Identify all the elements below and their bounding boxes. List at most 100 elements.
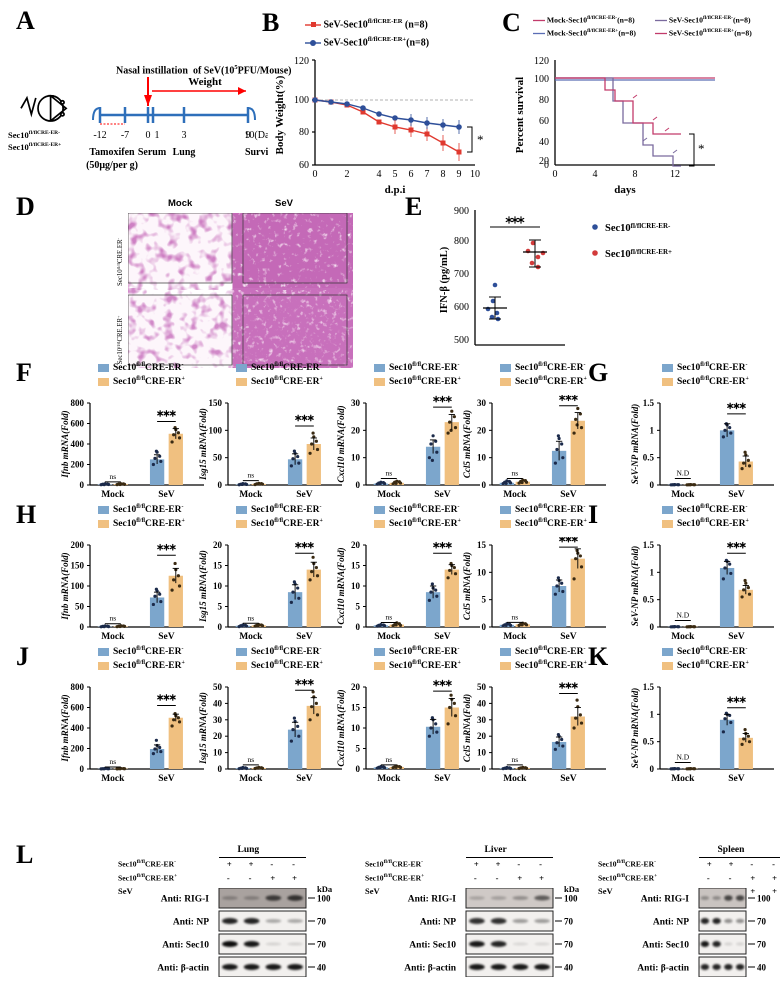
svg-text:400: 400 (71, 439, 85, 449)
svg-text:0: 0 (482, 764, 487, 774)
svg-text:SeV: SeV (560, 490, 577, 500)
svg-text:150: 150 (209, 398, 223, 408)
svg-text:0: 0 (650, 480, 655, 490)
svg-text:10: 10 (213, 581, 223, 591)
svg-text:Anti: NP: Anti: NP (173, 918, 209, 928)
svg-text:*: * (698, 141, 705, 156)
svg-text:20: 20 (213, 731, 223, 741)
svg-text:Anti: NP: Anti: NP (420, 918, 456, 928)
svg-text:Percent survival: Percent survival (515, 77, 526, 153)
svg-text:N.D: N.D (676, 752, 689, 761)
svg-text:Mock: Mock (503, 632, 527, 642)
svg-text:ns: ns (247, 613, 254, 622)
svg-text:6: 6 (409, 169, 414, 180)
svg-text:20: 20 (477, 731, 487, 741)
svg-text:SeV: SeV (296, 490, 313, 500)
svg-text:ns: ns (247, 471, 254, 480)
svg-text:10: 10 (351, 581, 361, 591)
svg-text:10: 10 (477, 748, 487, 758)
svg-text:ns: ns (511, 468, 518, 477)
svg-text:200: 200 (71, 540, 85, 550)
svg-text:(50μg/per g): (50μg/per g) (86, 160, 138, 171)
svg-text:100: 100 (564, 894, 578, 904)
svg-text:IFN-β (pg/mL): IFN-β (pg/mL) (439, 246, 450, 313)
svg-text:Mock: Mock (101, 774, 125, 784)
svg-text:4: 4 (593, 169, 598, 180)
svg-text:Sec10fl/flCRE.ER+: Sec10fl/flCRE.ER+ (116, 315, 124, 365)
svg-text:100: 100 (209, 425, 223, 435)
svg-text:1.5: 1.5 (643, 398, 655, 408)
svg-text:40: 40 (317, 963, 327, 973)
svg-text:ns: ns (511, 612, 518, 621)
svg-text:8: 8 (633, 169, 638, 180)
svg-text:20: 20 (351, 425, 361, 435)
svg-text:SeV: SeV (158, 490, 175, 500)
svg-text:50: 50 (213, 682, 223, 692)
svg-text:SeV: SeV (728, 632, 745, 642)
svg-text:50: 50 (75, 602, 85, 612)
svg-text:600: 600 (454, 302, 469, 313)
svg-text:0: 0 (553, 169, 558, 180)
svg-text:0: 0 (146, 130, 151, 141)
svg-text:8: 8 (441, 169, 446, 180)
svg-text:Mock: Mock (239, 490, 263, 500)
svg-text:10(Days): 10(Days) (244, 130, 268, 141)
svg-text:0: 0 (650, 622, 655, 632)
svg-text:Ccl5 mRNA(Fold): Ccl5 mRNA(Fold) (462, 552, 472, 620)
svg-text:5: 5 (482, 595, 487, 605)
svg-text:SeV-NP mRNA(Fold): SeV-NP mRNA(Fold) (630, 546, 640, 626)
svg-text:Mock: Mock (101, 490, 125, 500)
svg-text:ns: ns (511, 755, 518, 764)
svg-text:Sec10fl/flCRE.ER-: Sec10fl/flCRE.ER- (116, 237, 124, 286)
svg-text:0.5: 0.5 (643, 595, 655, 605)
svg-text:Anti: RIG-I: Anti: RIG-I (641, 895, 690, 905)
svg-text:10: 10 (477, 567, 487, 577)
svg-text:SeV: SeV (434, 774, 451, 784)
svg-text:40: 40 (213, 698, 223, 708)
svg-text:Anti: Sec10: Anti: Sec10 (409, 941, 456, 951)
svg-text:50: 50 (213, 453, 223, 463)
svg-text:10: 10 (470, 169, 480, 180)
svg-text:Ifnb mRNA(Fold): Ifnb mRNA(Fold) (60, 552, 70, 620)
svg-text:700: 700 (454, 269, 469, 280)
svg-text:SeV: SeV (434, 632, 451, 642)
svg-text:5: 5 (393, 169, 398, 180)
svg-text:70: 70 (317, 917, 327, 927)
svg-text:500: 500 (454, 335, 469, 346)
svg-text:70: 70 (317, 940, 327, 950)
svg-text:150: 150 (71, 561, 85, 571)
svg-text:0: 0 (356, 764, 361, 774)
svg-text:days: days (614, 184, 636, 196)
svg-text:100: 100 (294, 95, 309, 106)
svg-text:Mock: Mock (377, 490, 401, 500)
svg-text:SeV: SeV (560, 774, 577, 784)
svg-text:30: 30 (477, 398, 487, 408)
svg-text:20: 20 (351, 540, 361, 550)
svg-text:Weight: Weight (188, 76, 222, 88)
svg-text:1.5: 1.5 (643, 682, 655, 692)
svg-text:1: 1 (155, 130, 160, 141)
svg-text:SeV-NP mRNA(Fold): SeV-NP mRNA(Fold) (630, 688, 640, 768)
svg-text:100: 100 (317, 894, 331, 904)
svg-text:Body Weight(%): Body Weight(%) (275, 75, 286, 154)
svg-text:0: 0 (356, 622, 361, 632)
svg-text:Cxcl10 mRNA(Fold): Cxcl10 mRNA(Fold) (336, 689, 346, 766)
svg-text:ns: ns (109, 757, 116, 766)
svg-text:120: 120 (294, 56, 309, 67)
svg-text:0.5: 0.5 (643, 453, 655, 463)
svg-text:15: 15 (351, 561, 361, 571)
svg-text:d.p.i: d.p.i (385, 184, 406, 196)
svg-text:120: 120 (534, 56, 549, 67)
svg-text:800: 800 (71, 682, 85, 692)
svg-text:0.5: 0.5 (643, 737, 655, 747)
svg-text:20: 20 (213, 540, 223, 550)
svg-text:80: 80 (299, 127, 309, 138)
svg-text:30: 30 (213, 715, 223, 725)
svg-text:Ccl5 mRNA(Fold): Ccl5 mRNA(Fold) (462, 410, 472, 478)
svg-text:15: 15 (213, 561, 223, 571)
svg-text:Mock: Mock (503, 490, 527, 500)
svg-text:ns: ns (385, 612, 392, 621)
svg-text:200: 200 (71, 744, 85, 754)
svg-text:400: 400 (71, 723, 85, 733)
svg-text:Serum: Serum (138, 147, 167, 158)
